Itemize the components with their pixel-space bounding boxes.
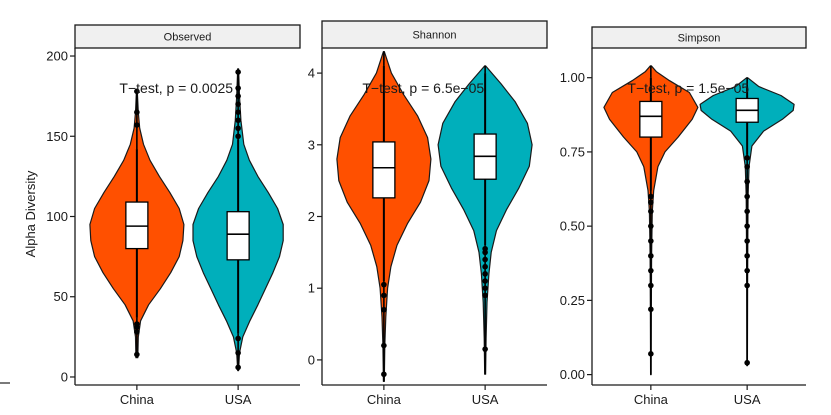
outlier-point [744,282,750,289]
y-tick-label: 1.00 [560,70,585,85]
panel-simpson: Simpson 0.00 0.25 0.50 0.75 1.00 China USA T−tes… [560,26,807,407]
ttest-annotation: T−test, p = 1.5e−05 [627,80,749,96]
outlier-point [134,329,140,335]
y-tick-label: 2 [308,209,315,224]
outlier-point [648,208,654,215]
outlier-point [235,69,241,75]
outlier-point [235,350,241,356]
outlier-point [235,85,241,91]
outlier-point [235,133,241,140]
panel-shannon: Shannon 0 1 2 3 4 China USA T−test, p = 6.5e−05 [308,20,548,407]
y-tick-label: 0.75 [560,144,585,159]
outlier-point [381,371,387,378]
outlier-point [482,285,488,292]
outlier-point [744,223,750,229]
panel-observed: Observed 0 50 100 150 200 China USA T−test, p = … [46,24,301,407]
y-tick-label: 4 [308,66,315,81]
outlier-point [648,199,654,206]
outlier-point [744,267,750,274]
iqr-box [226,211,250,261]
violin-china [336,51,432,382]
outlier-point [482,346,488,352]
x-tick-label: USA [225,392,252,407]
outlier-point [235,125,241,132]
facet-strip [321,20,548,49]
y-tick-label: 1 [308,281,315,296]
outlier-point [648,193,654,200]
y-tick-label: 3 [308,137,315,152]
facet-strip [74,24,301,49]
x-tick-label: China [367,392,402,407]
outlier-point [744,178,750,185]
outlier-point [235,117,241,124]
outlier-point [482,245,488,252]
outlier-point [134,321,140,327]
outlier-point [744,238,750,244]
outlier-point [482,292,488,299]
facet-panels: Observed 0 50 100 150 200 China USA T−test, p = … [46,20,807,407]
outlier-point [482,256,488,263]
facet-strip-label: Simpson [678,33,721,45]
outlier-point [648,238,654,244]
outlier-point [744,155,750,161]
violin-china [603,65,699,376]
outlier-point [482,263,488,270]
outlier-point [381,292,387,299]
facet-strip-label: Observed [164,32,212,44]
x-tick-label: USA [734,392,761,407]
outlier-point [648,282,654,289]
outlier-point [235,101,241,107]
y-tick-label: 0.00 [560,367,585,382]
outlier-point [134,122,140,128]
y-axis-label: Alpha Diversity [23,170,38,257]
outlier-point [482,271,488,277]
outlier-point [381,281,387,288]
y-tick-label: 0.50 [560,219,585,234]
y-tick-label: 50 [54,289,68,304]
x-tick-label: China [634,392,669,407]
outlier-point [134,88,140,95]
x-tick-label: China [120,392,155,407]
outlier-point [744,359,750,366]
violin-usa [699,77,795,367]
outlier-point [235,364,241,371]
outlier-point [381,342,387,349]
y-tick-label: 150 [46,129,68,144]
outlier-point [648,306,654,313]
outlier-point [744,163,750,170]
ttest-annotation: T−test, p = 6.5e−05 [362,80,484,96]
outlier-point [648,223,654,229]
violin-usa [192,68,284,372]
x-tick-label: USA [472,392,499,407]
outlier-point [648,267,654,274]
facet-strip [591,26,807,49]
outlier-point [235,335,241,342]
outlier-point [482,278,488,284]
outlier-point [744,253,750,259]
outlier-point [744,193,750,200]
iqr-box [372,141,396,199]
ttest-annotation: T−test, p = 0.0025 [119,80,233,96]
outlier-point [235,93,241,99]
y-tick-label: 0 [308,352,315,367]
iqr-box [125,201,149,250]
y-tick-label: 200 [46,49,68,64]
outlier-point [134,351,140,358]
violin-usa [437,65,533,375]
outlier-point [381,306,387,313]
iqr-box [639,100,663,138]
outlier-point [744,208,750,215]
violin-china [89,88,185,359]
facet-strip-label: Shannon [412,30,456,42]
outlier-point [648,351,654,357]
outlier-point [235,109,241,115]
y-tick-label: 100 [46,209,68,224]
outlier-point [648,253,654,259]
outlier-point [134,109,140,115]
y-tick-label: 0 [61,369,68,384]
y-tick-label: 0.25 [560,293,585,308]
